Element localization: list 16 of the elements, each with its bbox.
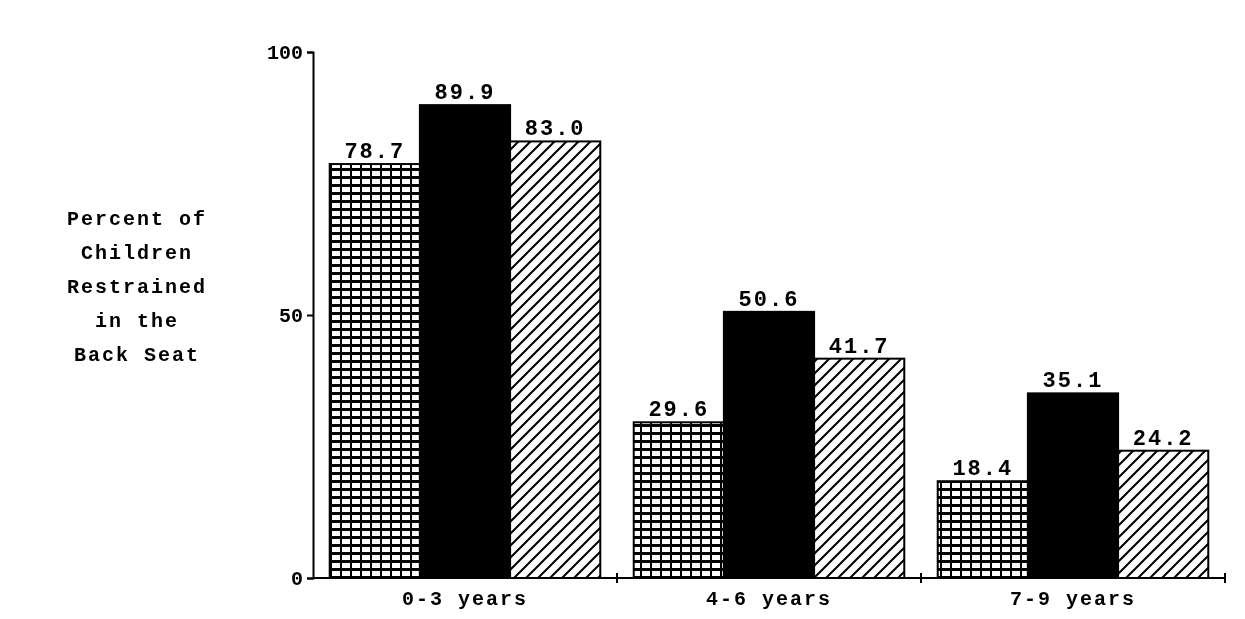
text: 24.2: [1132, 426, 1194, 452]
text: 78.7: [344, 140, 406, 166]
text: 89.9: [434, 81, 496, 107]
text: 35.1: [1042, 369, 1104, 395]
y-tick-label: 100: [266, 41, 303, 65]
x-tick-label: 0-3 years: [401, 588, 529, 611]
text: 41.7: [828, 334, 890, 360]
text: 50.6: [738, 287, 800, 313]
y-tick-label: 0: [290, 567, 303, 591]
x-tick-label: 4-6 years: [705, 588, 833, 611]
text: 29.6: [648, 398, 710, 424]
y-tick-label: 50: [278, 304, 303, 328]
text: 18.4: [952, 457, 1014, 483]
text: 83.0: [524, 117, 586, 143]
x-tick-label: 7-9 years: [1009, 588, 1137, 611]
y-axis-title: Percent of Children Restrained in the Back Seat: [66, 208, 208, 367]
